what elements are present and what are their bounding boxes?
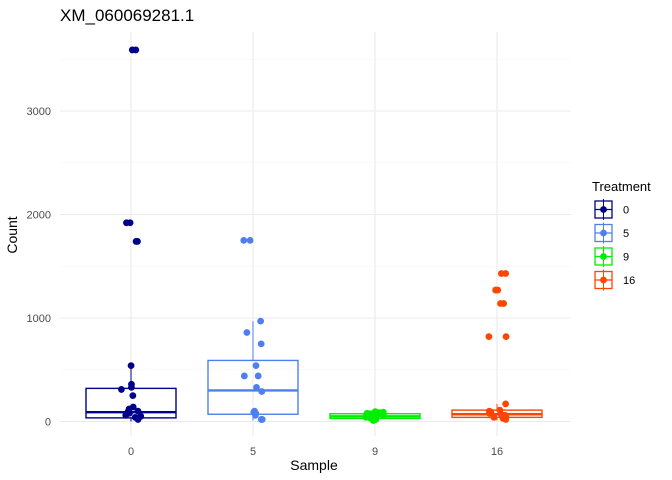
data-point [497, 300, 504, 307]
data-points [117, 46, 510, 424]
data-point [258, 388, 266, 395]
data-point [240, 372, 248, 380]
data-point [127, 362, 135, 370]
y-axis-ticks: 0 1000 2000 3000 [27, 106, 51, 429]
x-tick-label: 5 [250, 446, 256, 458]
data-point [132, 238, 140, 245]
legend-label: 5 [623, 228, 629, 240]
x-tick-label: 9 [372, 446, 378, 458]
chart-title: XM_060069281.1 [60, 6, 194, 25]
data-point [502, 400, 510, 408]
y-tick-label: 2000 [27, 210, 51, 222]
data-point [257, 340, 265, 348]
data-point [128, 46, 136, 54]
data-point [485, 333, 493, 341]
legend-key-point [600, 206, 607, 213]
legend-label: 9 [623, 252, 629, 264]
data-point [490, 413, 498, 421]
legend-title: Treatment [592, 179, 651, 194]
data-point [240, 236, 248, 244]
legend-label: 16 [623, 275, 635, 287]
data-point [134, 407, 142, 415]
data-point [253, 383, 260, 391]
data-point [257, 317, 265, 325]
data-point [379, 411, 387, 419]
data-point [243, 329, 251, 336]
data-point [252, 411, 259, 419]
y-tick-label: 1000 [27, 313, 51, 325]
data-point [252, 362, 260, 370]
data-point [502, 333, 510, 341]
y-axis-title: Count [4, 216, 20, 253]
legend-key-point [600, 229, 607, 237]
data-point [497, 270, 505, 277]
y-tick-label: 0 [45, 417, 51, 429]
data-point [123, 219, 130, 227]
data-point [492, 286, 500, 294]
data-point [128, 383, 135, 391]
x-tick-label: 16 [491, 446, 503, 458]
legend: 0 5 9 16 [594, 199, 635, 291]
legend-label: 0 [623, 205, 629, 217]
data-point [134, 416, 142, 423]
x-tick-label: 0 [128, 446, 134, 458]
grid [60, 32, 571, 436]
data-point [122, 411, 130, 419]
data-point [369, 417, 377, 424]
data-point [129, 392, 137, 400]
data-point [502, 416, 510, 423]
y-tick-label: 3000 [27, 106, 51, 118]
data-point [254, 372, 262, 380]
x-axis-ticks: 0 5 9 16 [128, 446, 503, 458]
data-point [246, 236, 254, 244]
legend-key-point [600, 276, 607, 284]
boxplots [85, 321, 543, 422]
data-point [257, 416, 265, 423]
legend-key-point [600, 253, 607, 260]
data-point [117, 386, 125, 393]
data-point [485, 409, 493, 417]
x-axis-title: Sample [290, 457, 338, 473]
